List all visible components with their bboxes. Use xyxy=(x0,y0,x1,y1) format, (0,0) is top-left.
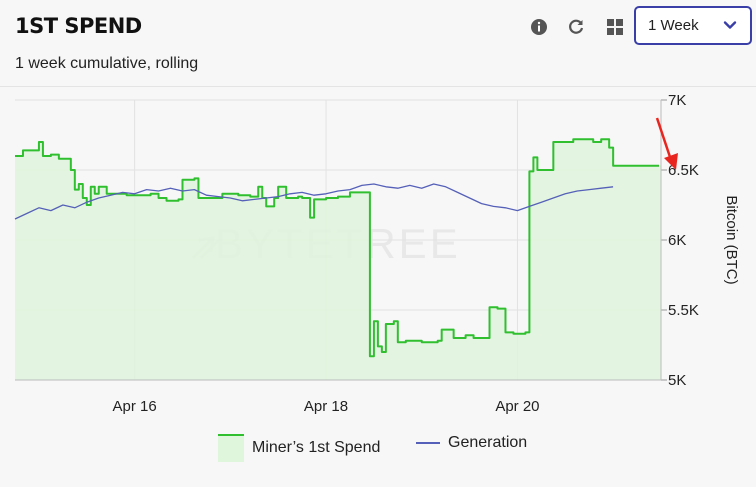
x-tick-label: Apr 18 xyxy=(304,398,348,415)
legend-label-spend: Miner’s 1st Spend xyxy=(252,439,381,456)
refresh-icon[interactable] xyxy=(565,16,587,38)
annotation-arrow xyxy=(655,117,678,170)
period-select[interactable]: 1 Week xyxy=(634,6,752,45)
legend-swatch-generation xyxy=(416,442,440,444)
legend-swatch-spend xyxy=(218,434,244,462)
legend-item-generation[interactable]: Generation xyxy=(416,434,527,452)
info-icon[interactable] xyxy=(528,16,550,38)
spend-area xyxy=(15,139,661,380)
page-title: 1ST SPEND xyxy=(15,14,142,38)
header-divider xyxy=(0,86,756,87)
y-axis-label: Bitcoin (BTC) xyxy=(723,195,740,284)
spend-series-line xyxy=(15,138,659,358)
chevron-down-icon xyxy=(722,17,738,38)
y-tick-label: 6K xyxy=(668,232,686,249)
page-subtitle: 1 week cumulative, rolling xyxy=(15,55,199,72)
period-select-value: 1 Week xyxy=(648,17,699,34)
generation-series-line xyxy=(14,183,614,220)
y-tick-label: 5.5K xyxy=(668,302,699,319)
x-tick-label: Apr 20 xyxy=(495,398,539,415)
grid-icon[interactable] xyxy=(604,16,626,38)
x-tick-label: Apr 16 xyxy=(113,398,157,415)
legend-label-generation: Generation xyxy=(448,434,528,451)
y-tick-label: 7K xyxy=(668,92,686,109)
y-tick-label: 5K xyxy=(668,372,686,389)
legend-item-spend[interactable]: Miner’s 1st Spend xyxy=(218,434,380,462)
